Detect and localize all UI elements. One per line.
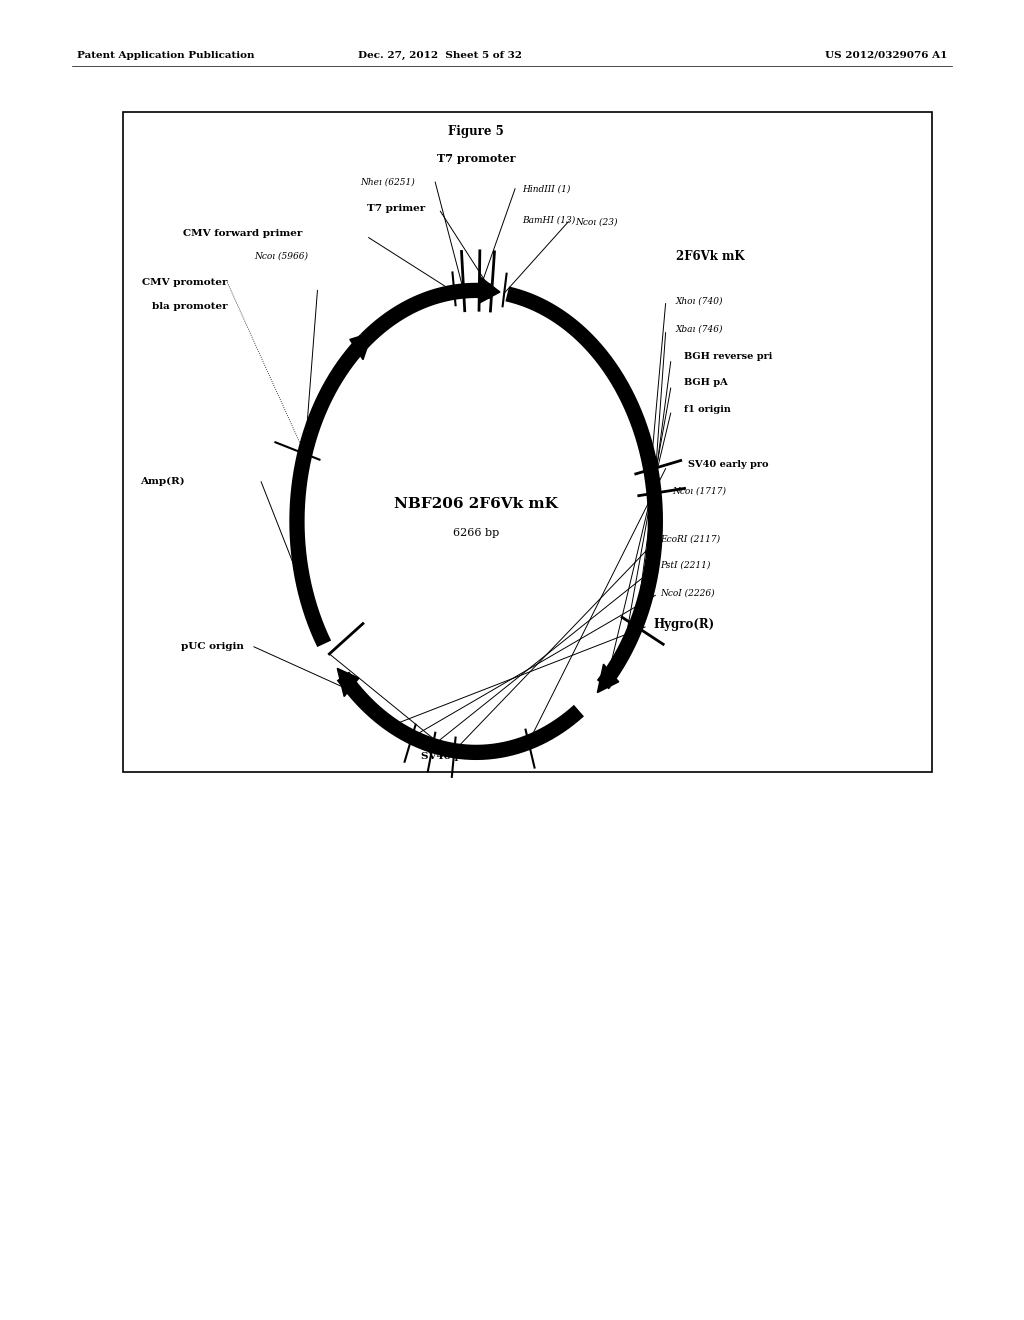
Text: BGH reverse pri: BGH reverse pri xyxy=(684,352,772,360)
Text: Ncoı (23): Ncoı (23) xyxy=(575,218,618,226)
Text: Patent Application Publication: Patent Application Publication xyxy=(77,51,254,59)
Text: HindIII (1): HindIII (1) xyxy=(522,185,570,193)
Polygon shape xyxy=(350,333,372,359)
Text: Xbaı (746): Xbaı (746) xyxy=(676,325,723,333)
Text: bla promoter: bla promoter xyxy=(152,302,227,310)
Text: CMV forward primer: CMV forward primer xyxy=(182,230,302,238)
Text: US 2012/0329076 A1: US 2012/0329076 A1 xyxy=(824,51,947,59)
Text: NcoI (2226): NcoI (2226) xyxy=(660,589,715,597)
Text: 6266 bp: 6266 bp xyxy=(453,528,500,539)
Text: pUC origin: pUC origin xyxy=(181,643,244,651)
Polygon shape xyxy=(479,277,500,304)
Text: Xhoı (740): Xhoı (740) xyxy=(676,297,723,305)
Text: Ncoı (1717): Ncoı (1717) xyxy=(672,487,726,495)
Text: Hygro(R): Hygro(R) xyxy=(653,618,715,631)
Text: T7 promoter: T7 promoter xyxy=(437,153,515,164)
Text: BamHI (13): BamHI (13) xyxy=(522,216,575,224)
Text: Dec. 27, 2012  Sheet 5 of 32: Dec. 27, 2012 Sheet 5 of 32 xyxy=(358,51,522,59)
Polygon shape xyxy=(337,668,358,697)
Text: Amp(R): Amp(R) xyxy=(139,478,184,486)
Text: CMV promoter: CMV promoter xyxy=(142,279,227,286)
Text: Figure 5: Figure 5 xyxy=(449,125,504,139)
Text: f1 origin: f1 origin xyxy=(684,405,731,413)
Text: Nheı (6251): Nheı (6251) xyxy=(360,178,415,186)
Text: EcoRI (2117): EcoRI (2117) xyxy=(660,535,721,543)
Text: SV40 early pro: SV40 early pro xyxy=(688,461,769,469)
Text: 2F6Vk mK: 2F6Vk mK xyxy=(676,249,744,263)
Polygon shape xyxy=(597,664,618,693)
Bar xyxy=(123,112,932,772)
Text: NBF206 2F6Vk mK: NBF206 2F6Vk mK xyxy=(394,498,558,511)
Text: SV40 pA: SV40 pA xyxy=(421,752,470,760)
Text: BGH pA: BGH pA xyxy=(684,379,728,387)
Text: Ncoı (5966): Ncoı (5966) xyxy=(254,252,308,260)
Text: PstI (2211): PstI (2211) xyxy=(660,561,711,569)
Text: T7 primer: T7 primer xyxy=(367,205,425,213)
